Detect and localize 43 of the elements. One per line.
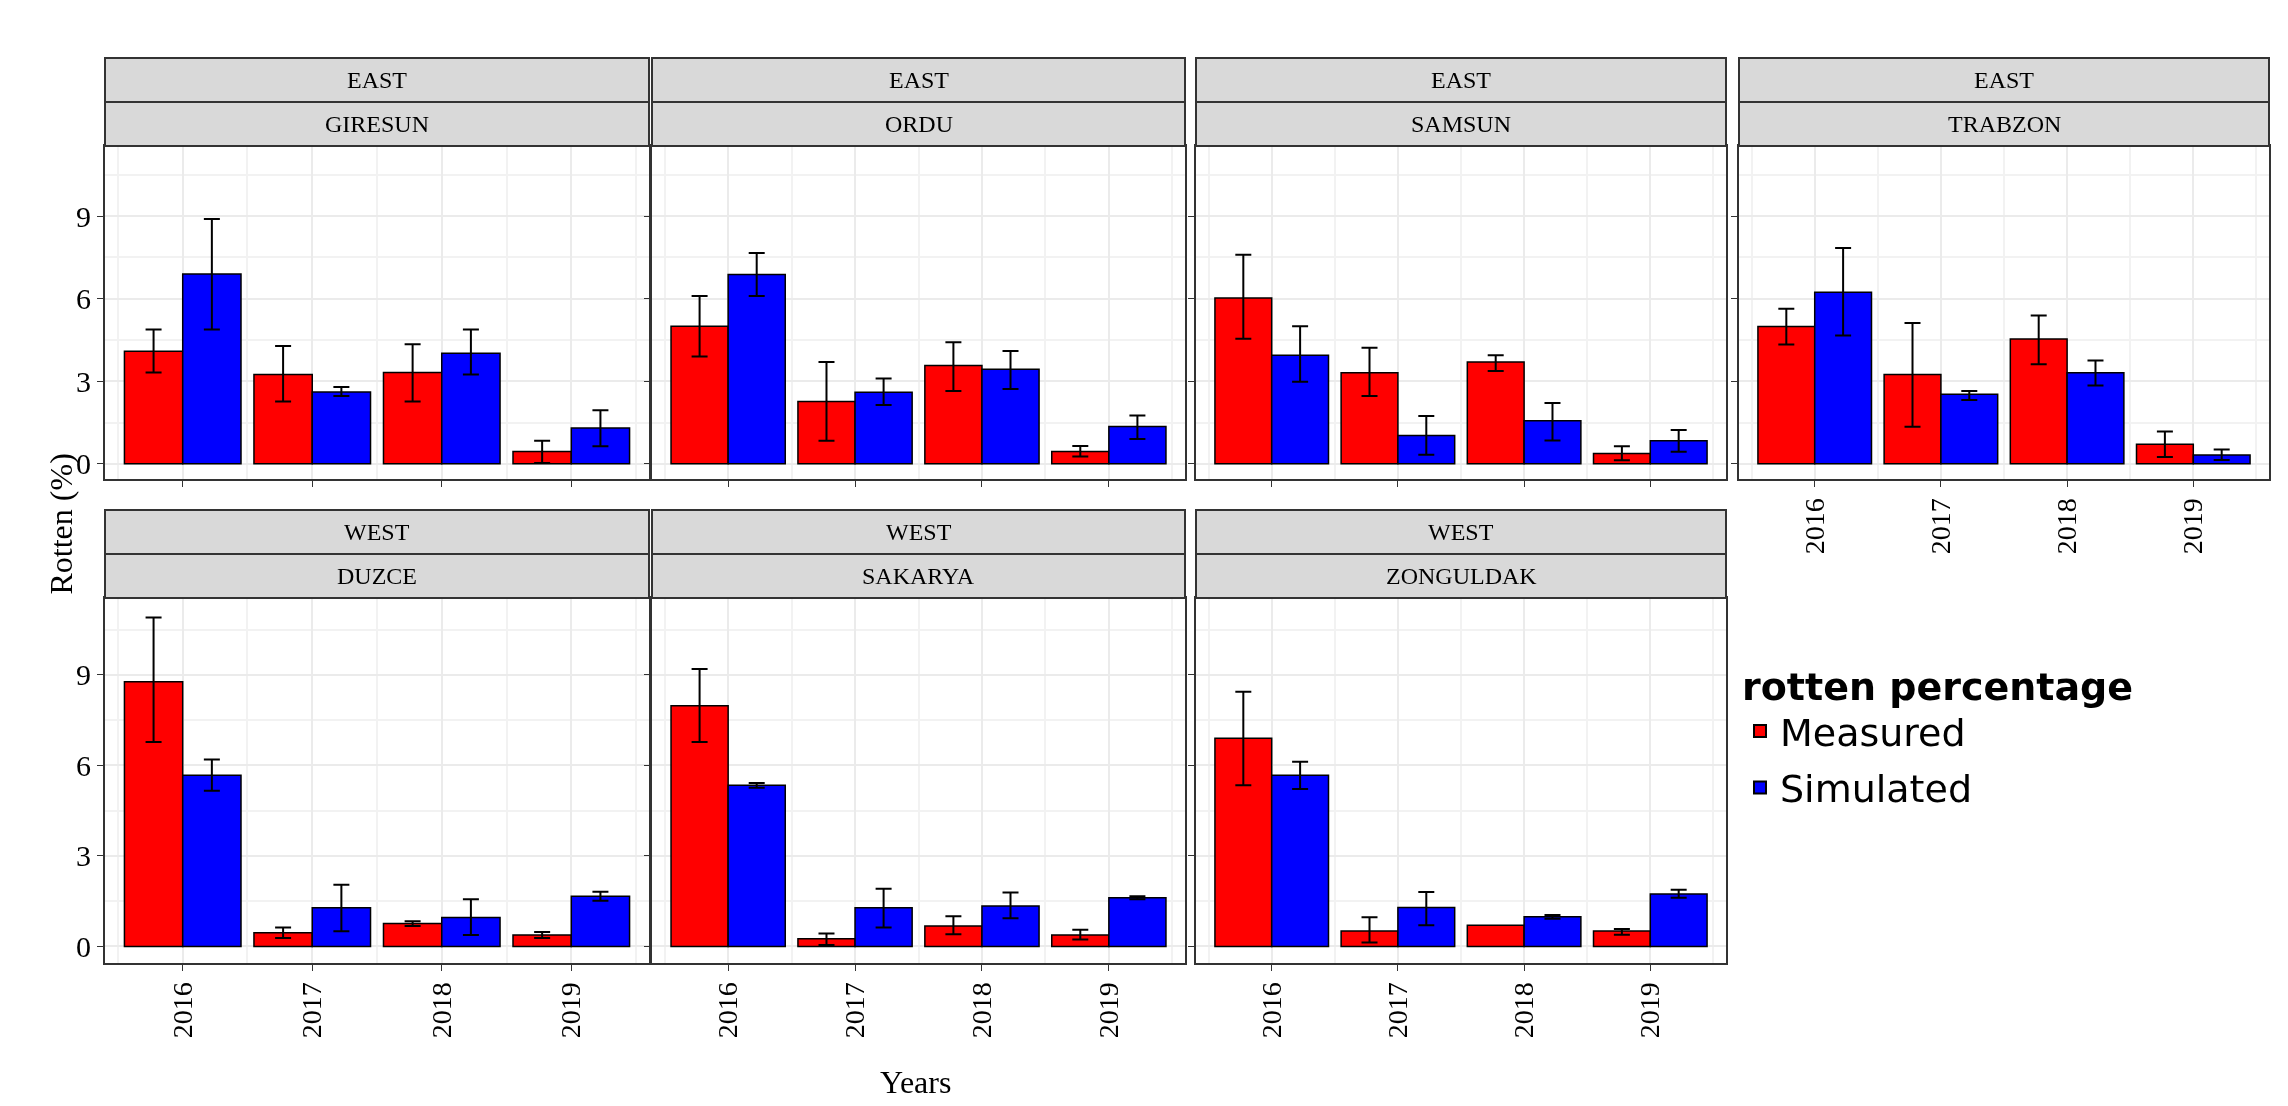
chart-title: EAST <box>1974 67 2035 93</box>
x-tick-label: 2017 <box>1925 498 1956 555</box>
chart-subtitle: GIRESUN <box>325 111 430 137</box>
x-tick-label: 2016 <box>1798 498 1830 555</box>
x-tick-label: 2017 <box>839 982 871 1039</box>
y-tick-label: 0 <box>76 929 91 963</box>
y-tick-label: 9 <box>76 658 91 692</box>
x-tick-label: 2017 <box>1382 982 1413 1039</box>
chart-subtitle: DUZCE <box>337 563 417 589</box>
chart-title: EAST <box>889 67 950 93</box>
x-tick-label: 2017 <box>296 982 328 1039</box>
y-tick-label: 6 <box>76 282 91 316</box>
y-tick-label: 0 <box>76 447 91 481</box>
y-axis-title: Rotten (%) <box>42 453 79 595</box>
x-tick-label: 2019 <box>1092 982 1124 1039</box>
y-tick-label: 3 <box>76 364 91 398</box>
y-tick-label: 9 <box>76 199 91 233</box>
x-tick-label: 2016 <box>1255 982 1287 1039</box>
chart-title: WEST <box>886 519 952 545</box>
x-tick-label: 2018 <box>425 982 457 1039</box>
x-tick-label: 2018 <box>2051 498 2083 555</box>
x-tick-label: 2019 <box>555 982 587 1039</box>
x-tick-label: 2018 <box>1508 982 1540 1039</box>
chart-subtitle: SAKARYA <box>862 563 975 589</box>
y-tick-label: 6 <box>76 748 91 782</box>
chart-title: EAST <box>1431 67 1492 93</box>
x-tick-label: 2019 <box>2177 498 2209 555</box>
chart-subtitle: ORDU <box>885 111 954 137</box>
x-axis-title: Years <box>880 1064 952 1100</box>
y-tick-label: 3 <box>76 839 91 873</box>
x-tick-label: 2016 <box>712 982 744 1039</box>
chart-title: WEST <box>1428 519 1494 545</box>
x-tick-label: 2016 <box>166 982 198 1039</box>
legend-title: rotten percentage <box>1742 664 2134 709</box>
chart-subtitle: TRABZON <box>1948 111 2062 137</box>
x-tick-label: 2018 <box>966 982 998 1039</box>
chart-title: EAST <box>347 67 408 93</box>
chart-title: WEST <box>344 519 410 545</box>
legend-label: Simulated <box>1780 767 1973 812</box>
x-tick-label: 2019 <box>1634 982 1666 1039</box>
legend-label: Measured <box>1780 710 1966 755</box>
chart-subtitle: SAMSUN <box>1411 111 1512 137</box>
chart-subtitle: ZONGULDAK <box>1386 563 1538 589</box>
